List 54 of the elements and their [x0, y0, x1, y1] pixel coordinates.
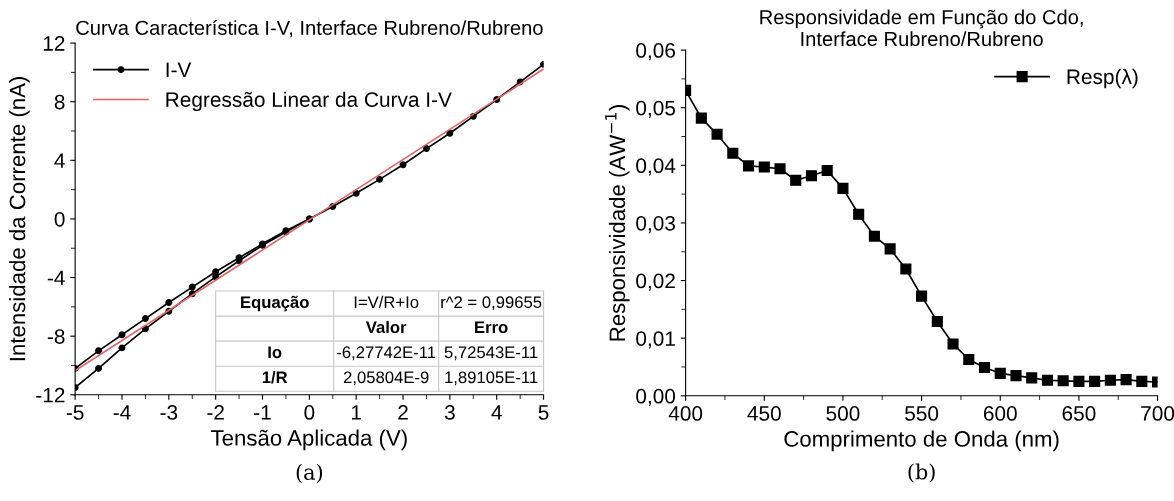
- legend-label: Regressão Linear da Curva I-V: [166, 91, 452, 112]
- x-tick-label: 650: [1062, 406, 1096, 421]
- x-axis-title: Comprimento de Onda (nm): [784, 430, 1059, 452]
- annotation: Valor: [365, 320, 407, 334]
- x-tick-label: 700: [1141, 406, 1174, 421]
- annotation: Equação: [241, 295, 309, 312]
- annotation: 5,72543E-11: [444, 346, 538, 361]
- x-tick-label: 2: [398, 405, 408, 420]
- y-tick-label: 8: [54, 94, 65, 110]
- y-tick-label: 0,05: [636, 100, 676, 118]
- x-tick-label: -2: [207, 405, 224, 420]
- y-axis-title: Responsividade (AW$^{−1}$): [605, 105, 630, 341]
- x-tick-label: 4: [491, 405, 502, 420]
- y-tick-label: -4: [47, 270, 65, 286]
- x-tick-label: 0: [304, 405, 315, 420]
- x-tick-label: 450: [747, 406, 781, 421]
- x-tick-label: 1: [351, 405, 361, 420]
- y-tick-label: 0,03: [636, 215, 675, 234]
- x-tick-label: 3: [444, 405, 455, 420]
- y-tick-label: 4: [54, 153, 65, 168]
- x-tick-label: -4: [113, 405, 131, 420]
- x-tick-label: 600: [983, 406, 1017, 421]
- chart-title: Curva Característica I-V, Interface Rubreno/Rubreno: [76, 19, 543, 38]
- text: (a): [296, 463, 323, 483]
- y-tick-label: 0,01: [636, 331, 675, 349]
- x-tick-label: 5: [538, 405, 549, 420]
- annotation: 1/R: [262, 370, 288, 384]
- x-tick-label: -3: [160, 405, 178, 420]
- x-tick-label: 550: [905, 406, 939, 421]
- annotation: 2,05804E-9: [343, 371, 429, 386]
- annotation: Io: [268, 346, 282, 359]
- legend-label: Resp(λ): [1067, 68, 1138, 89]
- chart-title: Responsividade em Função do Cdo, Interface Rubreno/Rubreno: [760, 9, 1083, 47]
- y-tick-label: 0,04: [636, 158, 676, 176]
- annotation: Erro: [475, 321, 508, 334]
- annotation: I=V/R+Io: [354, 295, 419, 309]
- y-tick-label: -8: [47, 329, 65, 344]
- x-axis-title: Tensão Aplicada (V): [211, 429, 407, 451]
- x-tick-label: -1: [254, 405, 271, 420]
- x-tick-label: 500: [826, 406, 860, 421]
- annotation: 1,89105E-11: [445, 371, 538, 386]
- annotation: r^2 = 0,99655: [441, 296, 542, 311]
- x-tick-label: 400: [668, 406, 703, 421]
- y-tick-label: 12: [43, 36, 65, 51]
- y-tick-label: 0,02: [636, 273, 675, 291]
- legend-label: I-V: [166, 62, 192, 77]
- y-tick-label: 0,00: [636, 388, 676, 406]
- x-tick-label: -5: [66, 405, 84, 420]
- text: (b): [908, 463, 935, 483]
- annotation: -6,27742E-11: [337, 346, 436, 361]
- y-axis-title: Intensidade da Corrente (nA): [9, 77, 30, 361]
- y-tick-label: 0,06: [636, 43, 675, 61]
- y-tick-label: 0: [54, 211, 65, 227]
- y-tick-label: -12: [36, 387, 65, 403]
